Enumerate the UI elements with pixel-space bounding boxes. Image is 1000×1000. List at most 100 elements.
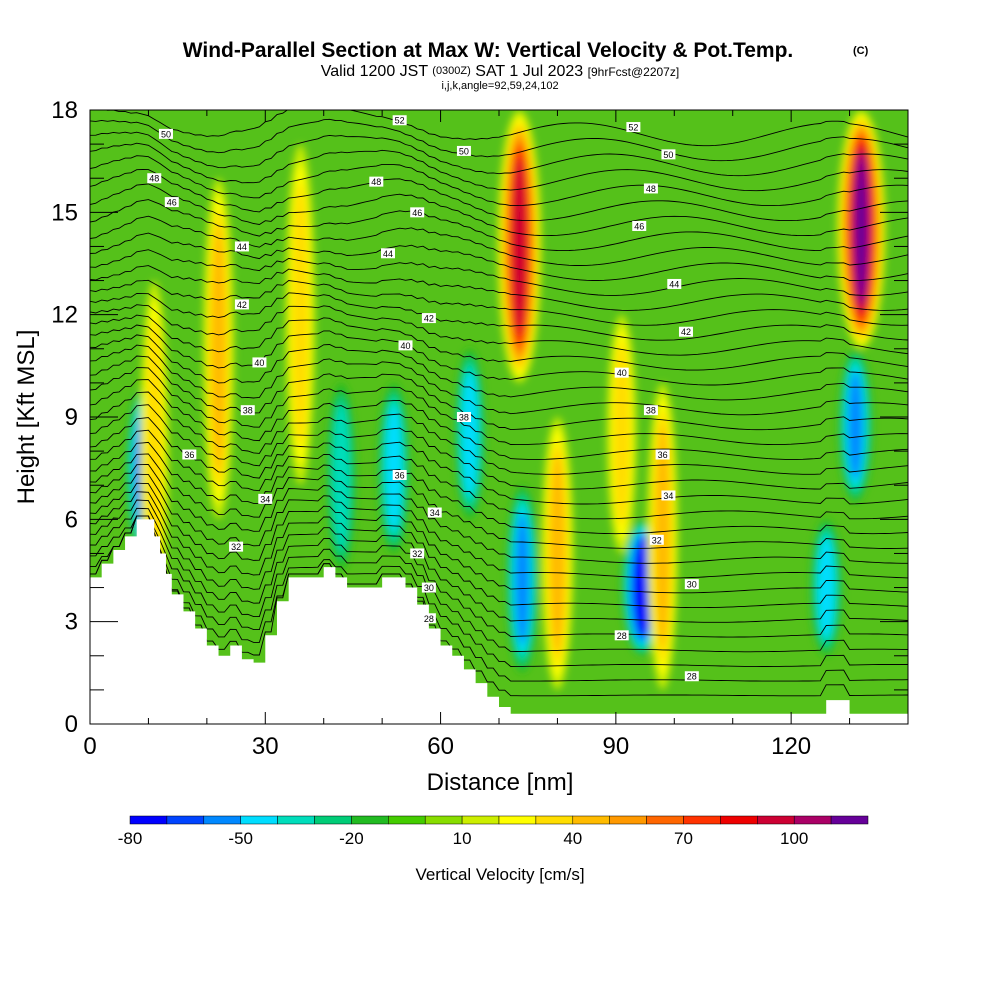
x-tick-label: 120	[771, 733, 811, 760]
theta-label: 36	[655, 449, 670, 460]
velocity-cell	[462, 371, 478, 497]
theta-contour	[90, 169, 908, 222]
theta-label-text: 38	[243, 406, 253, 416]
colorbar-tick-label: 70	[674, 829, 693, 848]
theta-label-box	[643, 183, 658, 194]
theta-label-text: 48	[646, 184, 656, 194]
theta-label-text: 34	[260, 494, 270, 504]
theta-label: 40	[398, 340, 413, 351]
theta-contour	[90, 404, 908, 490]
theta-label: 52	[392, 115, 407, 126]
x-tick-label: 30	[252, 733, 279, 760]
theta-contour	[90, 265, 908, 311]
theta-label: 34	[258, 493, 273, 504]
copyright-mark: (C)	[853, 45, 869, 57]
theta-label-box	[632, 220, 647, 231]
forecast-info: [9hrFcst@2207z]	[588, 65, 680, 79]
theta-label-box	[684, 579, 699, 590]
velocity-cell	[515, 513, 530, 645]
theta-label-text: 34	[430, 508, 440, 518]
velocity-cell	[332, 403, 350, 550]
theta-contour	[90, 324, 908, 386]
theta-label: 28	[421, 613, 436, 624]
theta-label-text: 40	[617, 368, 627, 378]
theta-label-text: 36	[395, 470, 405, 480]
theta-label-box	[158, 128, 173, 139]
colorbar-tick-label: -50	[228, 829, 253, 848]
theta-label: 30	[684, 579, 699, 590]
theta-contour	[90, 464, 908, 564]
colorbar-swatch	[757, 815, 795, 825]
y-tick-label: 12	[51, 302, 78, 329]
theta-contour	[90, 142, 908, 192]
colorbar-tick-label: 40	[563, 829, 582, 848]
theta-label-text: 30	[424, 583, 434, 593]
theta-label: 52	[626, 122, 641, 133]
terrain	[90, 519, 908, 724]
theta-label-box	[661, 149, 676, 160]
theta-label-text: 42	[681, 327, 691, 337]
theta-label-box	[614, 630, 629, 641]
theta-label-box	[164, 197, 179, 208]
theta-label-text: 30	[687, 580, 697, 590]
theta-label-text: 32	[231, 542, 241, 552]
section-params: i,j,k,angle=92,59,24,102	[441, 80, 558, 92]
theta-contour	[90, 515, 908, 682]
theta-label-text: 34	[663, 491, 673, 501]
theta-label: 40	[252, 357, 267, 368]
colorbar-swatch	[166, 815, 205, 825]
theta-label-box	[147, 173, 162, 184]
velocity-cell	[292, 182, 309, 447]
theta-contour	[90, 355, 908, 431]
y-tick-label: 18	[51, 97, 78, 124]
chart-subtitle: Valid 1200 JST (0300Z) SAT 1 Jul 2023 [9…	[321, 61, 679, 80]
colorbar: -80 -50 -20 10 40 70 100	[118, 815, 869, 848]
x-axis: 0 30 60 90 120	[83, 110, 909, 760]
theta-label-box	[643, 405, 658, 416]
colorbar-swatch	[240, 815, 278, 825]
theta-label-box	[649, 534, 664, 545]
theta-label-text: 50	[459, 146, 469, 156]
colorbar-swatch	[572, 815, 610, 825]
theta-label-box	[240, 405, 255, 416]
theta-contour	[90, 232, 908, 281]
theta-contour	[90, 314, 908, 371]
theta-label-text: 42	[237, 300, 247, 310]
velocity-cell	[549, 453, 565, 654]
theta-label-text: 48	[371, 177, 381, 187]
theta-contour	[104, 110, 908, 147]
theta-label-box	[234, 299, 249, 310]
theta-contour	[90, 417, 908, 505]
theta-label-text: 46	[167, 198, 177, 208]
theta-label: 36	[182, 449, 197, 460]
theta-label-box	[421, 582, 436, 593]
theta-label: 42	[678, 326, 693, 337]
velocity-cell	[818, 537, 834, 638]
theta-label-text: 38	[459, 413, 469, 423]
colorbar-swatch	[609, 815, 647, 825]
theta-contour	[90, 344, 908, 416]
theta-label: 50	[456, 145, 471, 156]
theta-label-text: 44	[669, 279, 679, 289]
theta-label: 32	[229, 541, 244, 552]
theta-label-text: 46	[412, 208, 422, 218]
valid-utc: (0300Z)	[432, 65, 471, 77]
theta-label-box	[380, 248, 395, 259]
theta-contour	[90, 334, 908, 401]
colorbar-swatch	[720, 815, 758, 825]
y-tick-label: 15	[51, 199, 78, 226]
colorbar-swatch	[646, 815, 684, 825]
theta-label: 46	[632, 220, 647, 231]
theta-label-text: 50	[161, 129, 171, 139]
theta-label: 30	[421, 582, 436, 593]
theta-label: 42	[234, 299, 249, 310]
theta-label-text: 48	[149, 174, 159, 184]
colorbar-swatch	[388, 815, 426, 825]
theta-contour	[90, 515, 908, 653]
theta-contour	[90, 379, 908, 460]
theta-label-text: 36	[658, 450, 668, 460]
theta-label-box	[392, 469, 407, 480]
y-tick-label: 9	[65, 404, 78, 431]
